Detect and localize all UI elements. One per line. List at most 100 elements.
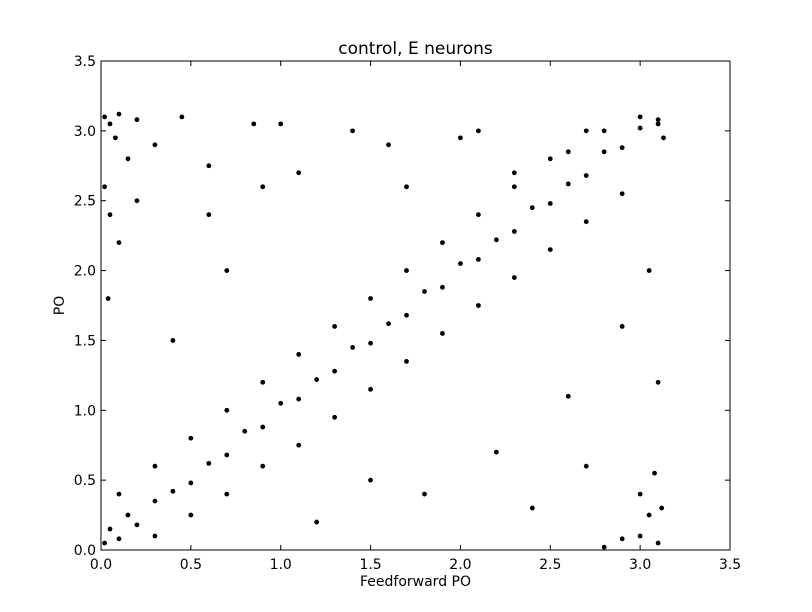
x-tick-label: 3.5 (719, 557, 741, 573)
scatter-points (102, 111, 666, 550)
scatter-point (188, 480, 194, 486)
scatter-point (125, 512, 131, 518)
y-tick-label: 3.5 (74, 54, 96, 70)
scatter-point (107, 212, 113, 218)
scatter-point (350, 345, 355, 350)
scatter-point (511, 184, 517, 190)
scatter-point (152, 463, 158, 469)
scatter-point (332, 368, 338, 374)
scatter-point (368, 386, 373, 392)
x-tick-label: 3.0 (629, 557, 651, 573)
scatter-point (251, 121, 257, 127)
scatter-point (112, 135, 118, 141)
scatter-point (260, 184, 266, 190)
scatter-point (493, 237, 499, 243)
scatter-point (637, 491, 643, 497)
y-axis-label: PO (52, 296, 68, 315)
scatter-point (296, 170, 302, 176)
y-tick-label: 2.5 (74, 194, 96, 210)
scatter-point (404, 268, 409, 273)
scatter-point (386, 142, 391, 148)
scatter-point (583, 173, 589, 178)
scatter-point (332, 414, 338, 420)
scatter-point (547, 247, 553, 253)
scatter-point (314, 377, 320, 382)
scatter-point (260, 463, 266, 469)
y-tick-label: 3.0 (74, 124, 96, 140)
scatter-point (206, 212, 212, 218)
scatter-point (529, 205, 535, 211)
scatter-point (278, 400, 284, 406)
scatter-point (511, 229, 517, 234)
scatter-point (511, 170, 517, 176)
scatter-point (314, 519, 320, 525)
scatter-point (224, 491, 230, 497)
scatter-point (332, 324, 338, 329)
scatter-point (206, 460, 212, 466)
scatter-point (619, 536, 625, 542)
scatter-point (601, 128, 607, 134)
scatter-point (646, 268, 652, 273)
scatter-point (296, 442, 302, 448)
scatter-point (422, 491, 427, 497)
scatter-point (179, 114, 185, 120)
scatter-point (107, 526, 113, 532)
scatter-point (655, 379, 661, 385)
scatter-point (116, 240, 122, 246)
scatter-point (565, 149, 571, 155)
scatter-point (458, 261, 463, 266)
scatter-point (296, 396, 302, 402)
scatter-point (170, 488, 176, 494)
scatter-point (102, 184, 107, 190)
scatter-point (476, 128, 481, 134)
x-tick-label: 2.0 (449, 557, 471, 573)
scatter-point (152, 142, 158, 148)
scatter-point (655, 121, 661, 127)
scatter-point (350, 128, 355, 134)
scatter-point (476, 256, 481, 262)
scatter-point (152, 498, 158, 504)
x-tick-label: 0.0 (90, 557, 112, 573)
x-tick-label: 1.0 (270, 557, 292, 573)
scatter-point (583, 463, 589, 469)
scatter-point (260, 379, 266, 385)
scatter-point (102, 114, 107, 120)
scatter-point (206, 163, 212, 169)
scatter-point (655, 540, 661, 546)
plot-frame (100, 60, 731, 551)
scatter-point (547, 156, 553, 162)
scatter-point (652, 470, 657, 476)
scatter-point (368, 296, 373, 301)
scatter-point (102, 540, 107, 546)
y-tick-label: 2.0 (74, 264, 96, 280)
scatter-point (242, 428, 248, 434)
scatter-point (422, 289, 427, 294)
scatter-point (458, 135, 463, 141)
scatter-point (105, 296, 111, 301)
scatter-point (661, 135, 666, 141)
scatter-point (125, 156, 131, 162)
scatter-point (619, 191, 625, 197)
scatter-point (637, 125, 643, 131)
scatter-point (386, 321, 391, 327)
scatter-point (619, 324, 625, 329)
scatter-point (116, 536, 122, 542)
chart-title: control, E neurons (338, 39, 493, 59)
y-tick-label: 0.0 (74, 543, 96, 559)
scatter-point (134, 198, 140, 204)
scatter-point (659, 505, 665, 511)
y-tick-label: 0.5 (74, 473, 96, 489)
scatter-point (655, 117, 661, 123)
scatter-point (440, 331, 445, 336)
scatter-point (493, 449, 499, 455)
scatter-point (188, 512, 194, 518)
scatter-point (134, 117, 140, 123)
scatter-point (619, 145, 625, 151)
scatter-point (170, 338, 176, 343)
scatter-point (368, 477, 373, 483)
x-tick-label: 1.5 (359, 557, 381, 573)
scatter-point (134, 522, 140, 528)
scatter-point (476, 212, 481, 218)
x-axis-label: Feedforward PO (360, 574, 471, 590)
scatter-point (637, 533, 643, 539)
